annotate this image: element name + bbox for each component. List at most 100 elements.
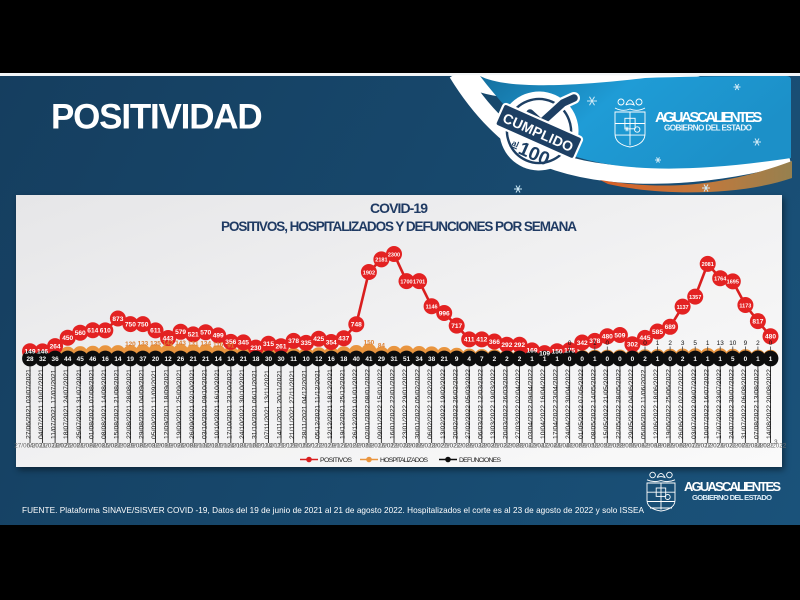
svg-text:378: 378 bbox=[589, 338, 600, 345]
svg-text:17/10/2021 23/10/2021: 17/10/2021 23/10/2021 bbox=[226, 369, 233, 439]
svg-text:01/08/2021: 01/08/2021 bbox=[77, 443, 109, 450]
svg-text:25/07/2021 31/07/2021: 25/07/2021 31/07/2021 bbox=[76, 369, 83, 439]
svg-text:AGUASCALIENTES: AGUASCALIENTES bbox=[655, 109, 762, 126]
svg-text:GOBIERNO DEL ESTADO: GOBIERNO DEL ESTADO bbox=[692, 493, 772, 502]
svg-text:12/12/2021: 12/12/2021 bbox=[315, 443, 347, 450]
svg-text:27/06/2021: 27/06/2021 bbox=[14, 443, 46, 450]
svg-text:1695: 1695 bbox=[727, 280, 739, 286]
svg-text:22/05/2022: 22/05/2022 bbox=[604, 443, 636, 450]
svg-text:26/09/2021: 26/09/2021 bbox=[177, 443, 209, 450]
svg-text:03/10/2021: 03/10/2021 bbox=[190, 443, 222, 450]
svg-text:1: 1 bbox=[706, 340, 710, 347]
svg-text:15/08/2021: 15/08/2021 bbox=[102, 443, 134, 450]
svg-text:750: 750 bbox=[125, 321, 136, 328]
svg-text:0: 0 bbox=[580, 356, 584, 363]
svg-text:06/02/2022 12/02/2022: 06/02/2022 12/02/2022 bbox=[427, 369, 434, 439]
svg-text:4: 4 bbox=[467, 356, 471, 363]
svg-text:1902: 1902 bbox=[363, 270, 375, 276]
svg-text:24/10/2021 30/10/2021: 24/10/2021 30/10/2021 bbox=[239, 369, 246, 439]
svg-text:04/07/2021 10/07/2021: 04/07/2021 10/07/2021 bbox=[38, 369, 45, 439]
svg-text:12: 12 bbox=[315, 356, 323, 363]
svg-text:134: 134 bbox=[200, 340, 211, 347]
svg-text:07/11/2021: 07/11/2021 bbox=[253, 443, 285, 450]
svg-text:1: 1 bbox=[718, 356, 722, 363]
svg-text:1: 1 bbox=[656, 356, 660, 363]
svg-text:38: 38 bbox=[428, 356, 436, 363]
svg-text:0: 0 bbox=[568, 356, 572, 363]
svg-text:16: 16 bbox=[328, 356, 336, 363]
svg-text:16: 16 bbox=[102, 356, 110, 363]
svg-text:19/06/2022: 19/06/2022 bbox=[654, 443, 686, 450]
svg-text:28/11/2021 04/12/2021: 28/11/2021 04/12/2021 bbox=[302, 369, 309, 439]
svg-text:11/07/2021 17/07/2021: 11/07/2021 17/07/2021 bbox=[51, 369, 58, 439]
svg-text:175: 175 bbox=[564, 347, 575, 354]
svg-text:10/04/2022 16/04/2022: 10/04/2022 16/04/2022 bbox=[540, 369, 547, 439]
svg-text:22/08/2021: 22/08/2021 bbox=[115, 443, 147, 450]
svg-text:750: 750 bbox=[137, 321, 148, 328]
svg-text:31/10/2021 06/11/2021: 31/10/2021 06/11/2021 bbox=[252, 369, 259, 439]
svg-text:2: 2 bbox=[756, 340, 760, 347]
svg-text:1: 1 bbox=[693, 356, 697, 363]
svg-text:31/07/2022: 31/07/2022 bbox=[730, 443, 762, 450]
svg-text:1: 1 bbox=[656, 340, 660, 347]
svg-text:149: 149 bbox=[24, 349, 35, 356]
svg-text:HOSPITALIZADOS: HOSPITALIZADOS bbox=[380, 457, 428, 464]
svg-text:585: 585 bbox=[652, 329, 663, 336]
svg-text:06/03/2022: 06/03/2022 bbox=[466, 443, 498, 450]
svg-text:17/07/2022 23/07/2022: 17/07/2022 23/07/2022 bbox=[716, 369, 723, 439]
svg-text:32: 32 bbox=[39, 356, 47, 363]
svg-text:3: 3 bbox=[774, 439, 778, 446]
svg-text:20/02/2022: 20/02/2022 bbox=[441, 443, 473, 450]
svg-text:1173: 1173 bbox=[739, 303, 751, 309]
svg-text:46: 46 bbox=[89, 356, 97, 363]
svg-text:342: 342 bbox=[577, 340, 588, 347]
svg-text:1: 1 bbox=[530, 356, 534, 363]
svg-text:131: 131 bbox=[188, 341, 199, 348]
svg-text:335: 335 bbox=[301, 340, 312, 347]
svg-text:12/06/2022: 12/06/2022 bbox=[642, 443, 674, 450]
svg-text:05/09/2021 11/09/2021: 05/09/2021 11/09/2021 bbox=[151, 369, 158, 439]
svg-text:143: 143 bbox=[175, 340, 186, 347]
svg-text:17/07/2022: 17/07/2022 bbox=[704, 443, 736, 450]
svg-text:0: 0 bbox=[568, 340, 572, 347]
svg-text:13/03/2022 19/03/2022: 13/03/2022 19/03/2022 bbox=[490, 369, 497, 439]
svg-text:292: 292 bbox=[501, 342, 512, 349]
svg-text:24/07/2022: 24/07/2022 bbox=[717, 443, 749, 450]
svg-text:5: 5 bbox=[731, 356, 735, 363]
svg-text:01/05/2022: 01/05/2022 bbox=[566, 443, 598, 450]
svg-text:08/08/2021 14/08/2021: 08/08/2021 14/08/2021 bbox=[101, 369, 108, 439]
svg-text:570: 570 bbox=[200, 330, 211, 337]
svg-text:44: 44 bbox=[64, 356, 72, 363]
svg-text:689: 689 bbox=[665, 324, 676, 331]
svg-text:2: 2 bbox=[643, 356, 647, 363]
svg-text:13/02/2022: 13/02/2022 bbox=[428, 443, 460, 450]
svg-text:996: 996 bbox=[439, 310, 450, 317]
svg-text:3: 3 bbox=[681, 340, 685, 347]
svg-text:10/10/2021 16/10/2021: 10/10/2021 16/10/2021 bbox=[214, 369, 221, 439]
svg-text:19/09/2021 25/09/2021: 19/09/2021 25/09/2021 bbox=[176, 369, 183, 439]
svg-text:10: 10 bbox=[729, 340, 737, 347]
svg-text:POSITIVIDAD: POSITIVIDAD bbox=[51, 98, 261, 137]
svg-text:02/01/2022 08/01/2022: 02/01/2022 08/01/2022 bbox=[365, 369, 372, 439]
svg-text:02/01/2022: 02/01/2022 bbox=[353, 443, 385, 450]
svg-text:15/08/2021 21/08/2021: 15/08/2021 21/08/2021 bbox=[114, 369, 121, 439]
svg-text:03/04/2022 09/04/2022: 03/04/2022 09/04/2022 bbox=[528, 369, 535, 439]
svg-text:345: 345 bbox=[238, 340, 249, 347]
svg-text:23/01/2022 29/01/2022: 23/01/2022 29/01/2022 bbox=[402, 369, 409, 439]
svg-text:03/07/2022 09/07/2022: 03/07/2022 09/07/2022 bbox=[691, 369, 698, 439]
svg-text:19/09/2021: 19/09/2021 bbox=[165, 443, 197, 450]
svg-text:23/01/2022: 23/01/2022 bbox=[391, 443, 423, 450]
svg-text:19/06/2022 25/06/2022: 19/06/2022 25/06/2022 bbox=[666, 369, 673, 439]
svg-text:150: 150 bbox=[364, 340, 375, 347]
svg-text:366: 366 bbox=[489, 339, 500, 346]
svg-text:21: 21 bbox=[202, 356, 210, 363]
svg-text:10/04/2022: 10/04/2022 bbox=[529, 443, 561, 450]
svg-text:354: 354 bbox=[326, 339, 337, 346]
svg-text:10: 10 bbox=[303, 356, 311, 363]
svg-text:717: 717 bbox=[451, 323, 462, 330]
svg-text:1146: 1146 bbox=[426, 305, 438, 311]
svg-text:14: 14 bbox=[114, 356, 122, 363]
svg-text:20/03/2022 26/03/2022: 20/03/2022 26/03/2022 bbox=[503, 369, 510, 439]
svg-text:12/12/2021 18/12/2021: 12/12/2021 18/12/2021 bbox=[327, 369, 334, 439]
svg-text:1701: 1701 bbox=[413, 279, 425, 285]
